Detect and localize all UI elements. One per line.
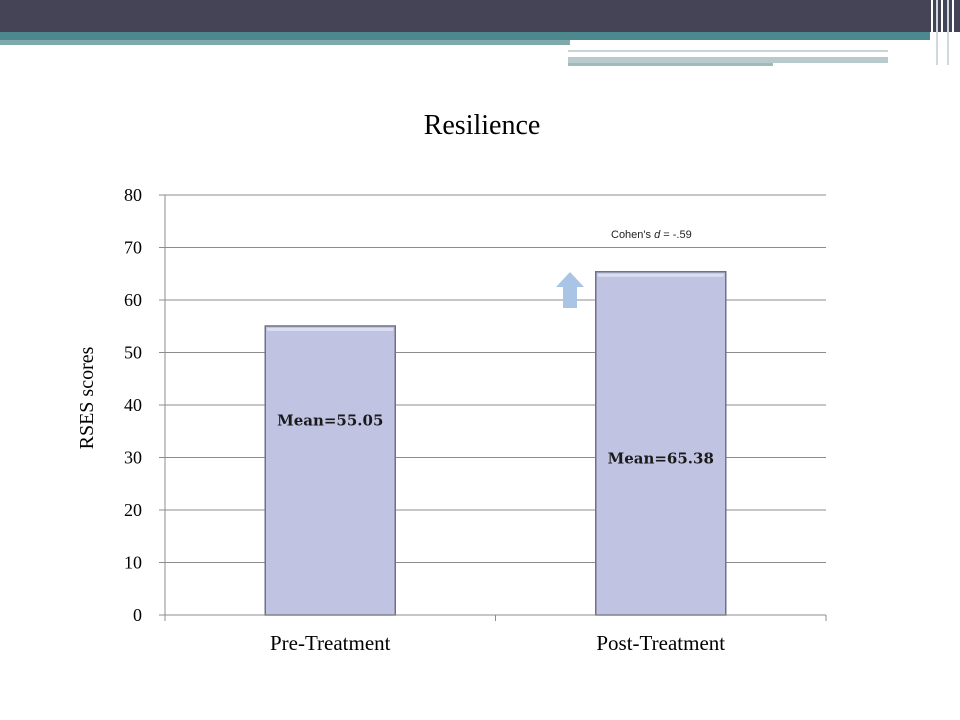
- slide-accent-band: [0, 32, 930, 40]
- slide-accent-stripe: [952, 0, 954, 65]
- bar-highlight: [597, 273, 724, 277]
- slide-accent-line: [568, 57, 888, 63]
- axes: [159, 194, 827, 621]
- slide-top-bar: [0, 0, 960, 32]
- increase-arrow-icon: [556, 272, 584, 308]
- bars: [264, 271, 727, 616]
- slide-accent-stripe: [941, 0, 943, 65]
- x-tick-label: Post-Treatment: [596, 631, 725, 655]
- y-tick-label: 80: [124, 185, 142, 205]
- slide-accent-stripe: [931, 0, 933, 65]
- slide-accent-band-light: [0, 40, 570, 45]
- x-tick-label: Pre-Treatment: [270, 631, 391, 655]
- bar-highlight: [267, 327, 394, 331]
- grid-lines: [165, 194, 826, 563]
- slide-accent-line: [568, 63, 773, 66]
- y-tick-label: 60: [124, 290, 142, 310]
- labels: 0 10 20 30 40 50 60 70 80 Pre-Treatment Mean=55.05…: [124, 185, 725, 655]
- data-label: Mean=55.05: [277, 411, 383, 429]
- data-label: Mean=65.38: [608, 449, 714, 467]
- slide-accent-stripe: [936, 0, 938, 65]
- bar: [264, 325, 396, 616]
- y-tick-label: 40: [124, 395, 142, 415]
- bar: [595, 271, 727, 616]
- effect-size-annotation: Cohen's d = -.59: [611, 229, 692, 241]
- y-tick-label: 30: [124, 448, 142, 468]
- y-axis-label: RSES scores: [76, 346, 98, 449]
- slide-accent-stripe: [947, 0, 949, 65]
- y-tick-label: 0: [133, 605, 142, 625]
- slide-accent-line: [568, 50, 888, 52]
- y-tick-label: 70: [124, 238, 142, 258]
- chart-title: Resilience: [424, 110, 541, 141]
- y-tick-label: 50: [124, 343, 142, 363]
- y-tick-label: 10: [124, 553, 142, 573]
- y-tick-label: 20: [124, 500, 142, 520]
